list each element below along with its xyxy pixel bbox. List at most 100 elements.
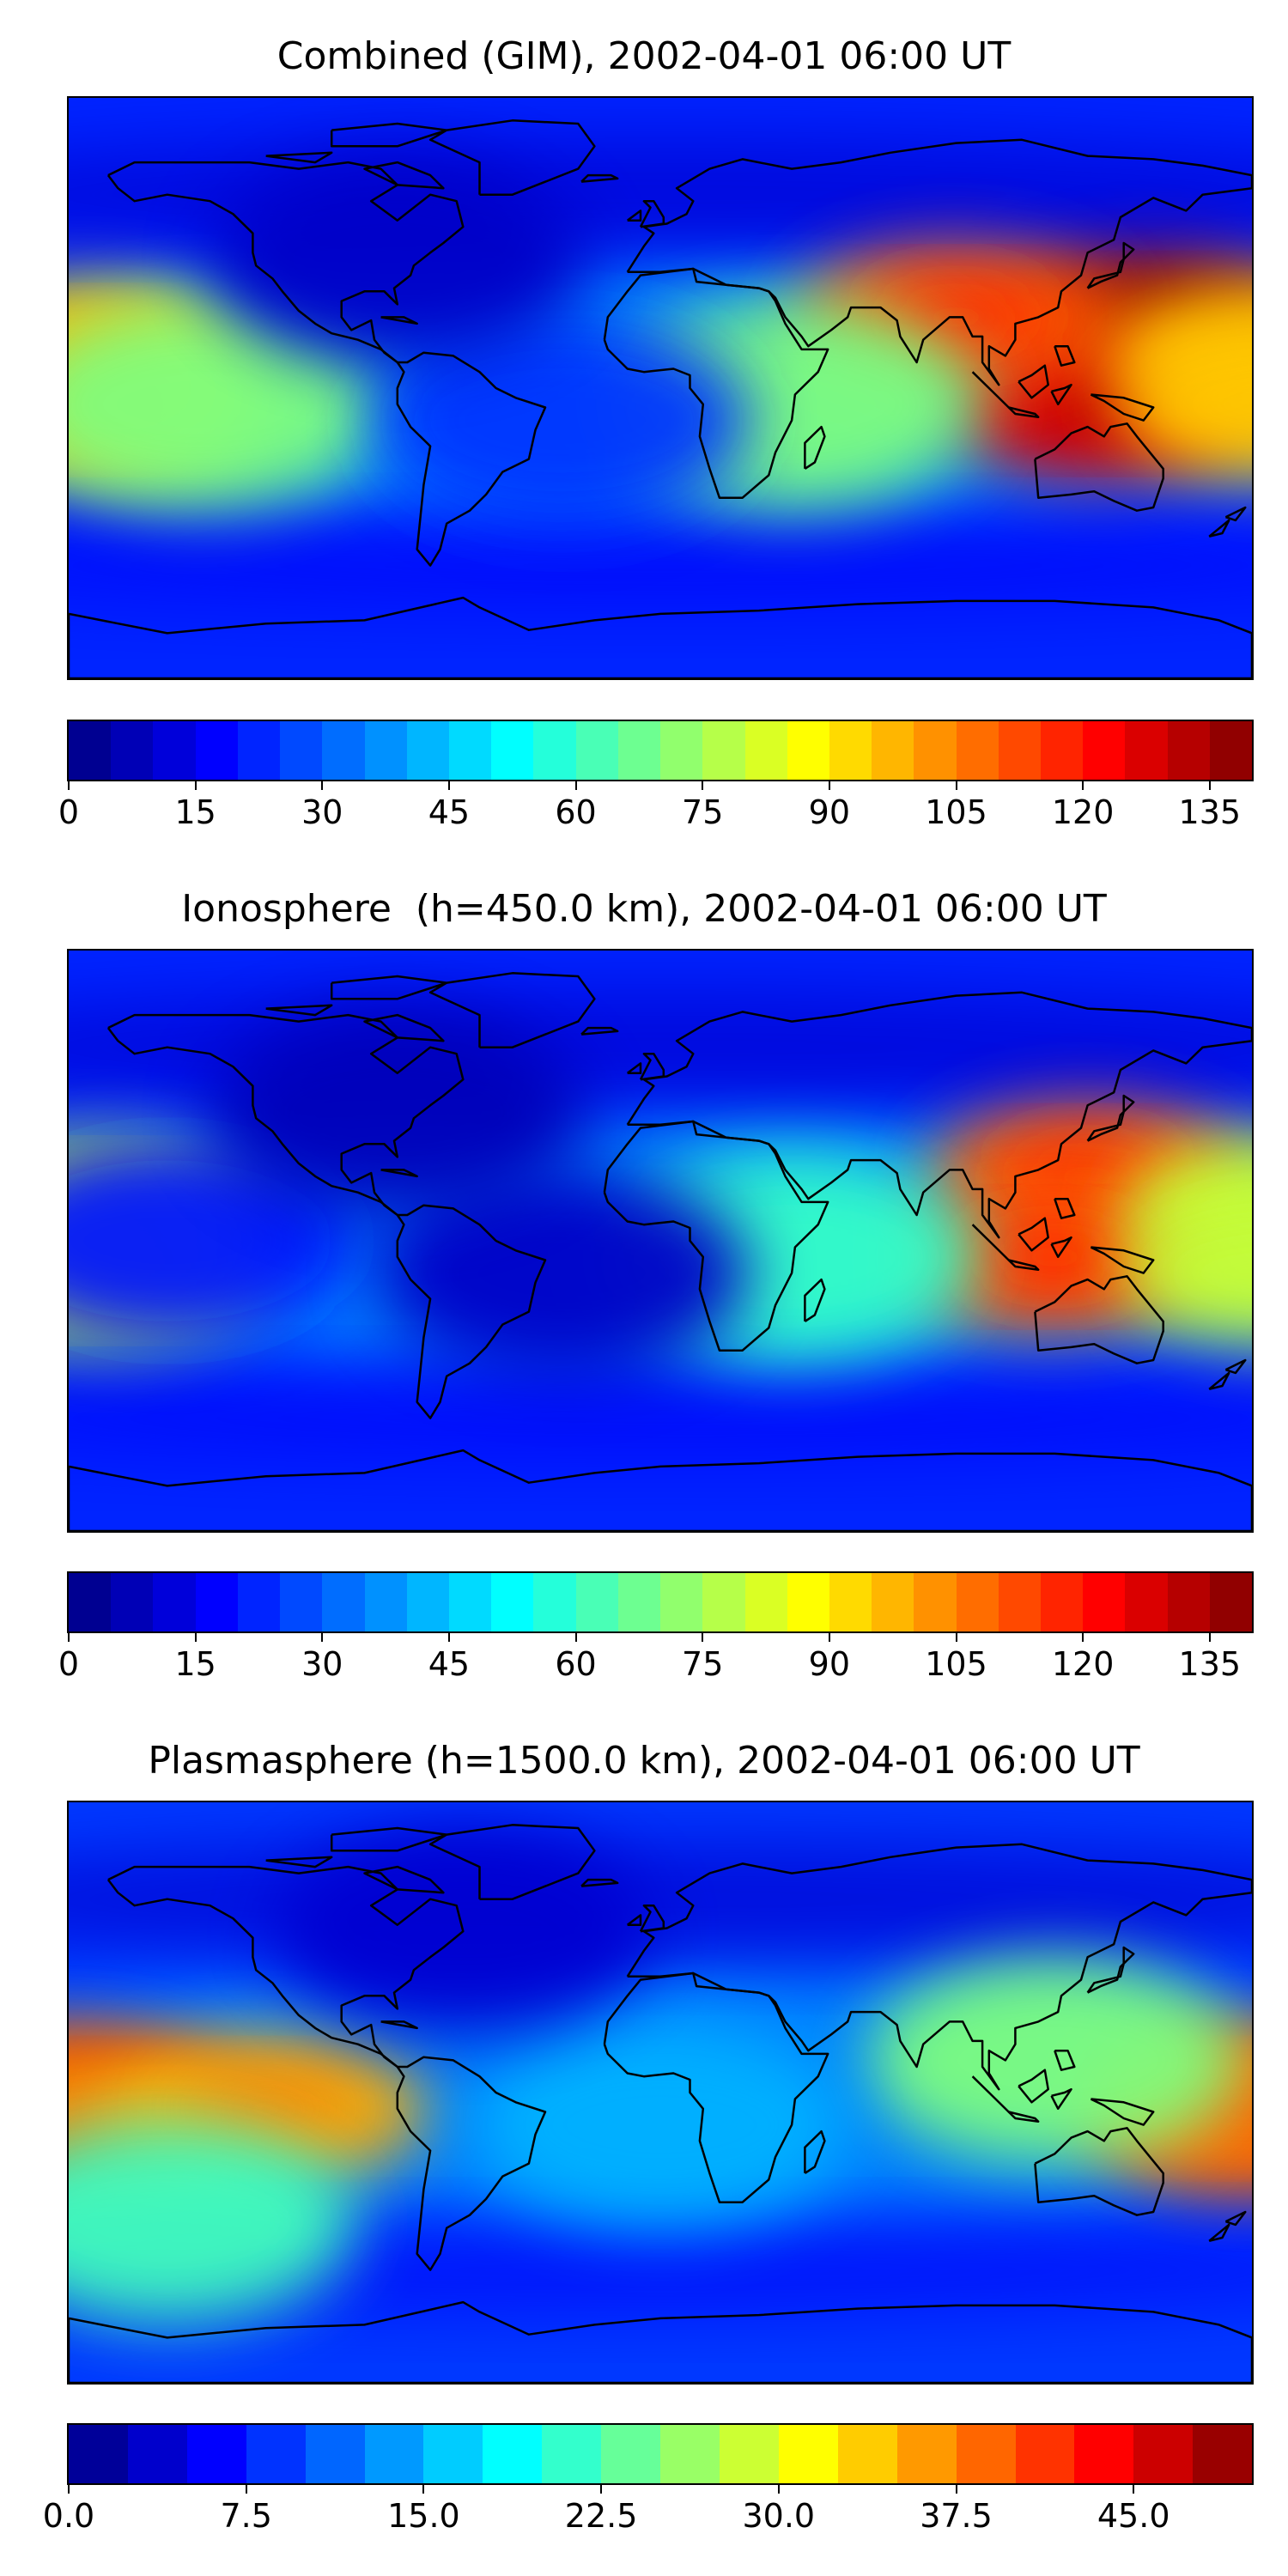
colorbar-level [778,2425,838,2483]
coastline [380,316,418,325]
coastline [626,210,642,222]
colorbar-level [1133,2425,1194,2483]
coastline [603,1120,829,1352]
colorbar-tick [955,1633,957,1642]
coastline [626,991,1252,1239]
colorbar-level [1193,2425,1253,2483]
colorbar-ticks: 0 15 30 45 60 75 90 105 120 135 [58,1633,1254,1685]
coastline [1018,2069,1049,2104]
colorbar-level [660,721,703,780]
colorbar-tick-label: 37.5 [920,2497,993,2535]
coastline [603,1971,829,2203]
colorbar-tick [1208,1633,1211,1642]
colorbar-tick [68,2485,70,2494]
coastline [1034,1275,1164,1364]
coastline [639,199,665,228]
coastline [428,972,596,1048]
colorbar-tick-label: 120 [1051,793,1115,831]
colorbar-tick-label: 30.0 [742,2497,816,2535]
coastline [330,1826,448,1852]
colorbar-level [246,2425,306,2483]
colorbar-level [69,1573,112,1631]
coastline [1090,393,1155,422]
colorbar-level [280,1573,323,1631]
colorbar-tick-label: 7.5 [220,2497,272,2535]
colorbar-level [660,1573,703,1631]
world-map [67,1801,1254,2385]
coastline [1007,406,1040,419]
coastline [265,151,333,164]
colorbar-ticks: 0 15 30 45 60 75 90 105 120 135 [58,781,1254,833]
colorbar-tick-label: 90 [808,793,851,831]
colorbar-level [280,721,323,780]
coastline [380,1169,418,1178]
colorbar-level [423,2425,483,2483]
colorbar-level [448,1573,492,1631]
colorbar-level [837,2425,897,2483]
colorbar-tick [447,1633,450,1642]
colorbar-tick [574,781,577,790]
coastline [580,1026,619,1036]
colorbar-level [744,721,787,780]
coastline [106,1865,465,2069]
colorbar-level [1209,1573,1253,1631]
colorbar-tick-label: 60 [555,1645,597,1683]
colorbar-level [195,721,238,780]
coastline [971,1224,1010,1261]
colorbar-level [542,2425,602,2483]
colorbar-tick [702,1633,704,1642]
colorbar-tick-label: 135 [1178,1645,1242,1683]
world-map [67,949,1254,1533]
coastline [1034,2127,1164,2216]
colorbar-level [1209,721,1253,780]
coastline [1208,2223,1230,2243]
colorbar-level [1083,1573,1126,1631]
colorbar-level [872,1573,914,1631]
coastline [428,1824,596,1900]
colorbar-level [998,1573,1042,1631]
colorbar-level [575,721,618,780]
colorbar-level [533,721,576,780]
colorbar-level [237,721,281,780]
colorbar-tick-label: 45 [428,793,471,831]
colorbar-level [719,2425,779,2483]
colorbar-level [491,721,534,780]
colorbar-level [744,1573,787,1631]
coastline [330,122,448,148]
coastline [971,2075,1010,2113]
colorbar-tick [194,781,197,790]
coastline [580,1878,619,1887]
colorbar-tick-label: 75 [682,1645,724,1683]
colorbar-level [1041,721,1084,780]
colorbar-level [601,2425,661,2483]
colorbar-level [237,1573,281,1631]
colorbar-level [787,721,829,780]
colorbar-level [111,721,154,780]
colorbar-level [617,1573,661,1631]
colorbar-tick [68,1633,70,1642]
colorbar-level [575,1573,618,1631]
colorbar-tick-label: 90 [808,1645,851,1683]
colorbar-level [956,721,999,780]
coastline [428,119,596,196]
colorbar-level [1125,721,1168,780]
coastline [106,161,465,364]
colorbar-tick-label: 75 [682,793,724,831]
colorbar-tick-label: 120 [1051,1645,1115,1683]
colorbar-tick-label: 105 [925,1645,987,1683]
colorbar-level [914,721,957,780]
coastline [1090,1246,1155,1274]
coastline [1224,1358,1247,1375]
colorbar-tick [828,1633,830,1642]
colorbar-level [483,2425,543,2483]
colorbar-tick-label: 60 [555,793,597,831]
colorbar-tick-label: 30 [301,793,343,831]
colorbar-level [153,1573,196,1631]
colorbar-level [1041,1573,1084,1631]
coastline [396,2056,547,2271]
coastline [363,1865,445,1894]
colorbar-level [829,721,872,780]
colorbar-level [787,1573,829,1631]
colorbar-level [1125,1573,1168,1631]
coastline [804,425,826,470]
